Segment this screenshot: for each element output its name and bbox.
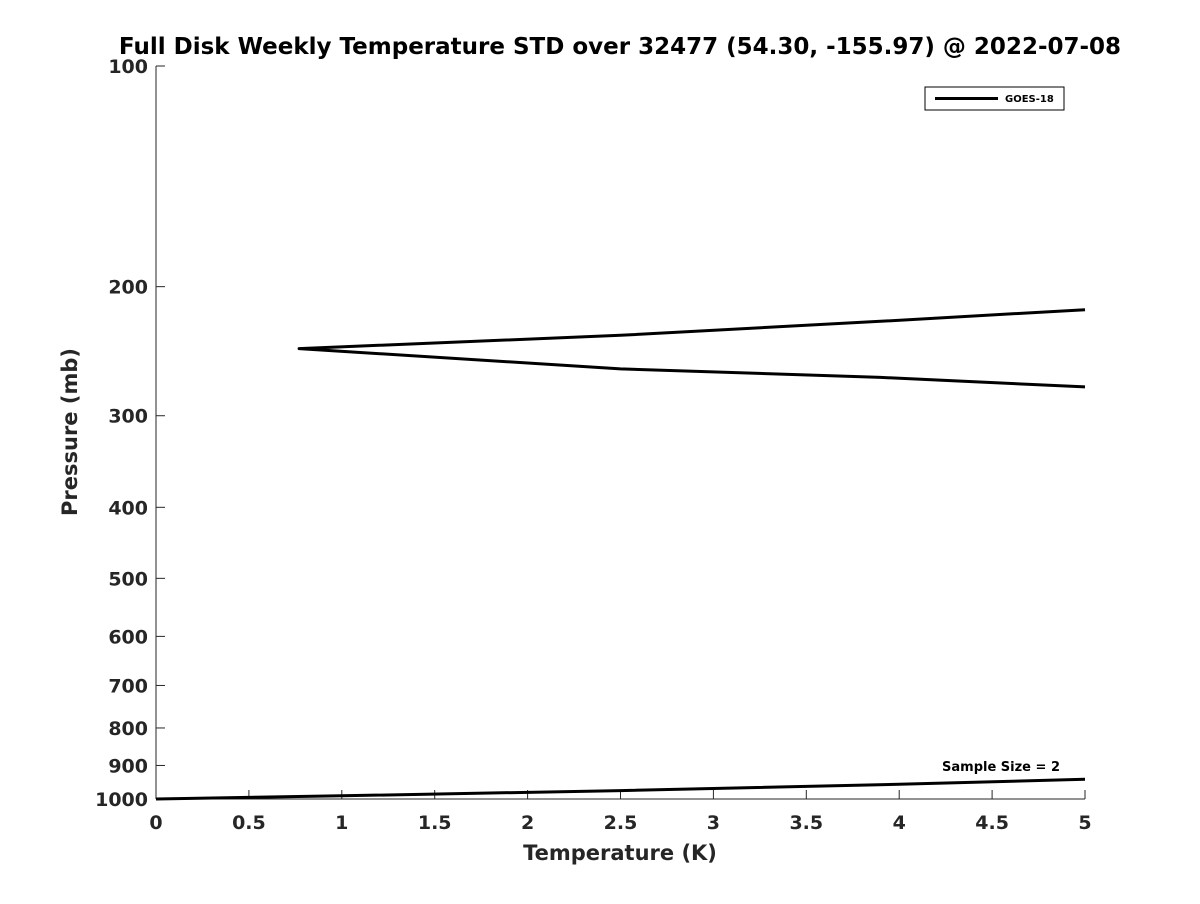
- y-tick-label: 900: [108, 755, 148, 777]
- y-tick-label: 100: [108, 56, 148, 78]
- y-tick-label: 400: [108, 497, 148, 519]
- y-tick-label: 1000: [95, 789, 148, 811]
- x-tick-label: 3: [707, 812, 720, 834]
- x-tick-label: 1: [335, 812, 348, 834]
- y-axis-title: Pressure (mb): [58, 348, 82, 516]
- y-tick-label: 800: [108, 718, 148, 740]
- y-tick-label: 700: [108, 675, 148, 697]
- series-layer: [155, 308, 1086, 801]
- legend-label-goes-18: GOES-18: [1005, 94, 1054, 105]
- series-line-goes-18-segment-1: [297, 308, 1086, 389]
- x-tick-label: 2: [521, 812, 534, 834]
- x-tick-label: 0.5: [232, 812, 266, 834]
- x-tick-label: 4: [893, 812, 906, 834]
- legend: GOES-18: [924, 86, 1065, 111]
- x-tick-label: 4.5: [975, 812, 1009, 834]
- x-tick-label: 5: [1078, 812, 1091, 834]
- x-tick-label: 3.5: [789, 812, 823, 834]
- plot-area: [155, 66, 1085, 800]
- y-axis: 100 200 300 400 500 600 700 800 900 1000: [95, 56, 165, 811]
- x-tick-label: 0: [149, 812, 162, 834]
- sample-size-annotation: Sample Size = 2: [942, 760, 1060, 775]
- y-tick-label: 500: [108, 568, 148, 590]
- series-line-goes-18-segment-2: [155, 777, 1086, 801]
- y-tick-label: 300: [108, 406, 148, 428]
- x-tick-label: 1.5: [418, 812, 452, 834]
- chart-title: Full Disk Weekly Temperature STD over 32…: [119, 34, 1121, 60]
- x-tick-label: 2.5: [604, 812, 638, 834]
- y-tick-label: 600: [108, 626, 148, 648]
- y-tick-label: 200: [108, 277, 148, 299]
- x-axis-title: Temperature (K): [523, 841, 717, 865]
- x-axis: 0 0.5 1 1.5 2 2.5 3 3.5 4 4.5 5: [149, 790, 1092, 834]
